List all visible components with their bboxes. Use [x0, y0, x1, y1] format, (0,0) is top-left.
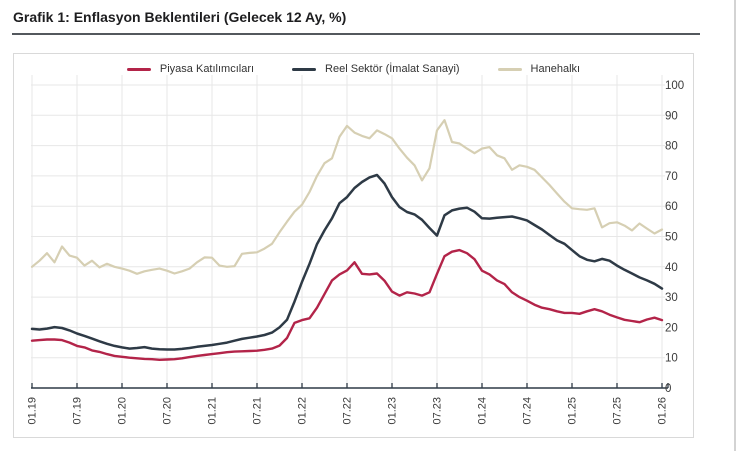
x-tick-label: 07.23: [432, 397, 444, 425]
title-underline: [12, 33, 700, 35]
page-edge-divider: [734, 0, 736, 451]
legend-item-reel-sektor: Reel Sektör (İmalat Sanayi): [292, 63, 460, 75]
x-tick-label: 07.24: [522, 397, 534, 425]
x-tick-label: 01.22: [297, 397, 309, 425]
x-axis-labels: 01.19 07.19 01.20 07.20 01.21 07.21 01.22 07.22…: [27, 397, 669, 425]
chart-legend: Piyasa Katılımcıları Reel Sektör (İmalat…: [14, 63, 693, 75]
legend-item-hanehalki: Hanehalkı: [497, 63, 581, 75]
y-tick-label: 0: [665, 383, 671, 395]
x-tick-label: 01.26: [657, 397, 669, 425]
page-title: Grafik 1: Enflasyon Beklentileri (Gelece…: [13, 9, 347, 25]
x-tick-label: 07.19: [72, 397, 84, 425]
inflation-expectations-chart: 01.19 07.19 01.20 07.20 01.21 07.21 01.22 07.22…: [27, 75, 684, 425]
legend-swatch-piyasa-katilimcilari: [126, 67, 151, 71]
gridlines: [31, 75, 665, 388]
y-tick-label: 60: [665, 201, 678, 213]
legend-label-hanehalki: Hanehalkı: [530, 63, 581, 75]
x-tick-label: 07.21: [252, 397, 264, 425]
legend-item-piyasa-katilimcilari: Piyasa Katılımcıları: [126, 63, 255, 75]
series-line-0: [30, 248, 664, 361]
legend-swatch-hanehalki: [497, 67, 522, 71]
series-line-2: [30, 118, 664, 275]
y-tick-label: 40: [665, 262, 678, 274]
x-tick-label: 07.22: [342, 397, 354, 425]
x-tick-label: 01.25: [567, 397, 579, 425]
y-tick-label: 10: [665, 353, 678, 365]
y-tick-label: 50: [665, 232, 678, 244]
legend-swatch-reel-sektor: [292, 67, 317, 71]
y-axis-labels: 0 10 20 30 40 50 60 70 80 90 100: [665, 80, 684, 395]
x-tick-label: 07.20: [162, 397, 174, 425]
legend-label-piyasa-katilimcilari: Piyasa Katılımcıları: [159, 63, 255, 75]
x-axis: [31, 383, 669, 389]
chart-card: Piyasa Katılımcıları Reel Sektör (İmalat…: [13, 53, 694, 438]
x-tick-label: 01.24: [477, 397, 489, 425]
legend-label-reel-sektor: Reel Sektör (İmalat Sanayi): [325, 63, 460, 75]
y-tick-label: 20: [665, 322, 678, 334]
x-tick-label: 01.20: [117, 397, 129, 425]
x-tick-label: 07.25: [612, 397, 624, 425]
y-tick-label: 90: [665, 110, 678, 122]
series-line-1: [30, 173, 664, 351]
y-tick-label: 70: [665, 171, 678, 183]
y-tick-label: 30: [665, 292, 678, 304]
x-tick-label: 01.23: [387, 397, 399, 425]
x-tick-label: 01.19: [27, 397, 39, 425]
x-tick-label: 01.21: [207, 397, 219, 425]
y-tick-label: 80: [665, 141, 678, 153]
y-tick-label: 100: [665, 80, 684, 92]
